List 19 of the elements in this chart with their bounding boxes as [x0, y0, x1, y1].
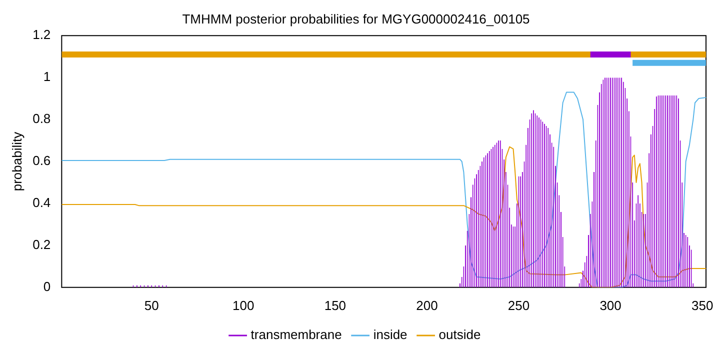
x-tick-label: 300	[600, 298, 622, 313]
x-tick-label: 50	[144, 298, 159, 313]
y-tick-label: 0.2	[32, 237, 51, 252]
x-tick-label: 350	[691, 298, 714, 313]
x-tick-label: 150	[324, 298, 346, 313]
y-axis-title: probability	[9, 131, 24, 192]
y-tick-label: 0.6	[32, 153, 51, 168]
y-tick-label: 0.8	[32, 111, 51, 126]
chart-title: TMHMM posterior probabilities for MGYG000002416_00105	[182, 11, 530, 26]
legend-label: outside	[438, 327, 481, 342]
x-tick-label: 200	[416, 298, 438, 313]
x-tick-label: 100	[232, 298, 254, 313]
y-tick-label: 0	[43, 278, 51, 294]
legend-label: transmembrane	[250, 327, 342, 342]
y-tick-label: 0.4	[32, 195, 51, 210]
legend-label: inside	[373, 327, 408, 342]
y-tick-label: 1	[43, 69, 51, 84]
y-tick-label: 1.2	[32, 27, 51, 42]
x-tick-label: 250	[508, 298, 530, 313]
